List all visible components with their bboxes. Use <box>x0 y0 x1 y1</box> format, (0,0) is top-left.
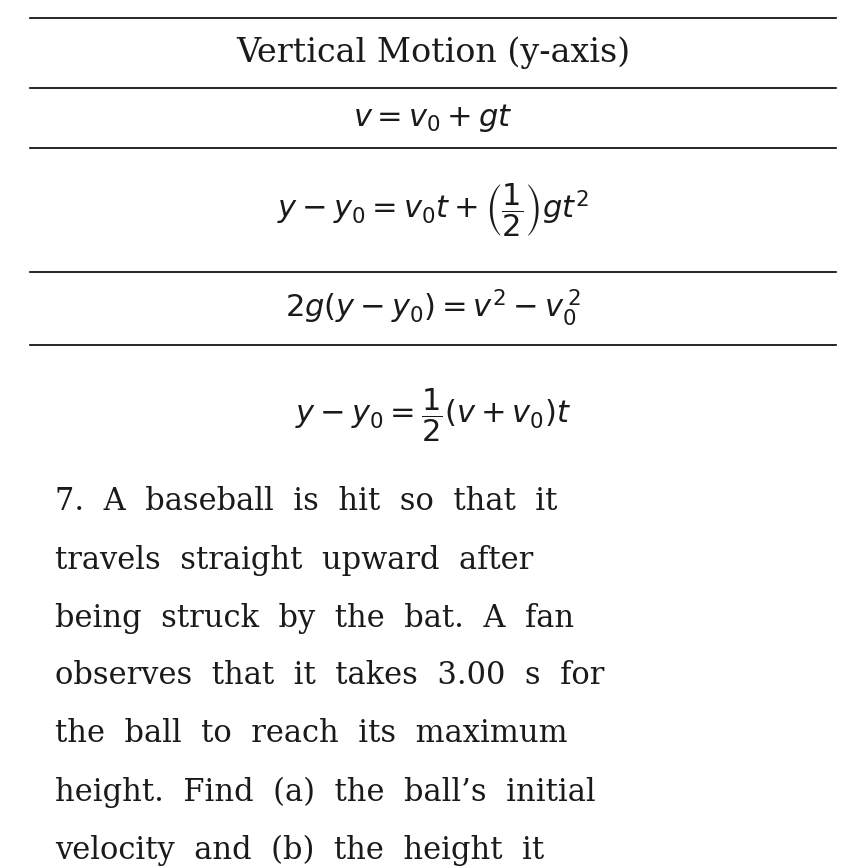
Text: being  struck  by  the  bat.  A  fan: being struck by the bat. A fan <box>55 603 574 634</box>
Text: $y - y_0 = \dfrac{1}{2}(v + v_0)t$: $y - y_0 = \dfrac{1}{2}(v + v_0)t$ <box>295 386 571 443</box>
Text: height.  Find  (a)  the  ball’s  initial: height. Find (a) the ball’s initial <box>55 777 596 808</box>
Text: $2g(y - y_0) = v^2 - v_0^{\,2}$: $2g(y - y_0) = v^2 - v_0^{\,2}$ <box>285 288 581 328</box>
Text: $y - y_0 = v_0 t + \left(\dfrac{1}{2}\right)gt^2$: $y - y_0 = v_0 t + \left(\dfrac{1}{2}\ri… <box>277 181 589 239</box>
Text: $v = v_0 + gt$: $v = v_0 + gt$ <box>353 102 513 134</box>
Text: observes  that  it  takes  3.00  s  for: observes that it takes 3.00 s for <box>55 661 604 691</box>
Text: the  ball  to  reach  its  maximum: the ball to reach its maximum <box>55 719 567 749</box>
Text: Vertical Motion (y-axis): Vertical Motion (y-axis) <box>236 36 630 69</box>
Text: 7.  A  baseball  is  hit  so  that  it: 7. A baseball is hit so that it <box>55 487 558 518</box>
Text: travels  straight  upward  after: travels straight upward after <box>55 545 533 576</box>
Text: velocity  and  (b)  the  height  it: velocity and (b) the height it <box>55 834 544 866</box>
